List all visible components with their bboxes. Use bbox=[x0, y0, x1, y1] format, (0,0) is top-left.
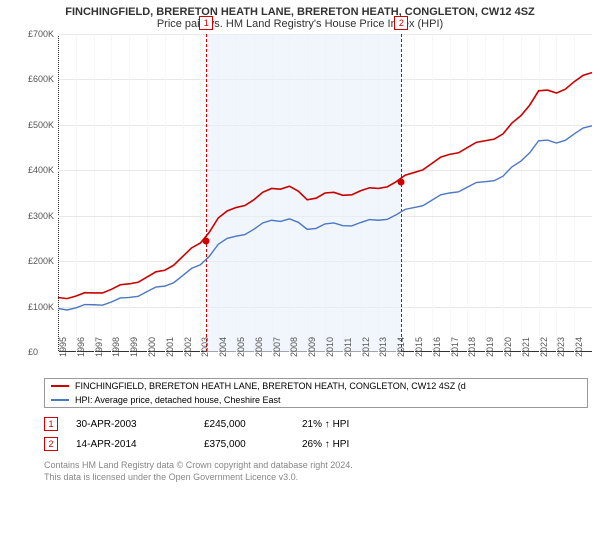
y-tick-label: £700K bbox=[28, 29, 54, 39]
event-date: 14-APR-2014 bbox=[76, 439, 186, 450]
plot-background: 12 bbox=[58, 34, 592, 352]
x-tick-label: 2016 bbox=[432, 337, 451, 357]
legend: FINCHINGFIELD, BRERETON HEATH LANE, BRER… bbox=[44, 378, 588, 408]
event-row: 2 14-APR-2014 £375,000 26% ↑ HPI bbox=[44, 434, 588, 454]
x-tick-label: 2002 bbox=[183, 337, 202, 357]
footer-line-1: Contains HM Land Registry data © Crown c… bbox=[44, 460, 588, 472]
y-tick-label: £400K bbox=[28, 165, 54, 175]
x-tick-label: 2022 bbox=[539, 337, 558, 357]
chart-title: FINCHINGFIELD, BRERETON HEATH LANE, BRER… bbox=[10, 6, 590, 18]
y-tick-label: £100K bbox=[28, 302, 54, 312]
y-tick-label: £300K bbox=[28, 211, 54, 221]
sale-point bbox=[203, 237, 210, 244]
x-tick-label: 2006 bbox=[254, 337, 273, 357]
x-tick-label: 2023 bbox=[556, 337, 575, 357]
event-index-icon: 2 bbox=[44, 437, 58, 451]
chart-container: FINCHINGFIELD, BRERETON HEATH LANE, BRER… bbox=[0, 0, 600, 560]
legend-label: HPI: Average price, detached house, Ches… bbox=[75, 395, 280, 405]
legend-label: FINCHINGFIELD, BRERETON HEATH LANE, BRER… bbox=[75, 381, 466, 391]
x-tick-label: 2014 bbox=[396, 337, 415, 357]
x-tick-label: 2004 bbox=[218, 337, 237, 357]
x-tick-label: 1999 bbox=[129, 337, 148, 357]
x-tick-label: 1997 bbox=[94, 337, 113, 357]
plot-area: £0£100K£200K£300K£400K£500K£600K£700K 12… bbox=[32, 34, 592, 374]
series-line-property bbox=[58, 73, 592, 299]
x-tick-label: 2024 bbox=[574, 337, 593, 357]
footer: Contains HM Land Registry data © Crown c… bbox=[44, 460, 588, 483]
x-tick-label: 2013 bbox=[378, 337, 397, 357]
x-tick-label: 2015 bbox=[414, 337, 433, 357]
x-tick-label: 2018 bbox=[467, 337, 486, 357]
event-index-marker: 2 bbox=[394, 16, 408, 30]
x-tick-label: 2008 bbox=[289, 337, 308, 357]
x-tick-label: 2017 bbox=[450, 337, 469, 357]
legend-swatch bbox=[51, 399, 69, 401]
event-delta: 26% ↑ HPI bbox=[302, 439, 349, 450]
x-tick-label: 2011 bbox=[343, 338, 362, 357]
x-tick-label: 2009 bbox=[307, 337, 326, 357]
event-date: 30-APR-2003 bbox=[76, 419, 186, 430]
x-tick-label: 2012 bbox=[361, 337, 380, 357]
legend-swatch bbox=[51, 385, 69, 387]
event-index-icon: 1 bbox=[44, 417, 58, 431]
sale-point bbox=[398, 178, 405, 185]
x-tick-label: 2007 bbox=[272, 337, 291, 357]
x-tick-label: 2020 bbox=[503, 337, 522, 357]
x-tick-label: 2021 bbox=[521, 337, 540, 357]
x-tick-label: 2019 bbox=[485, 337, 504, 357]
y-tick-label: £600K bbox=[28, 74, 54, 84]
legend-row: HPI: Average price, detached house, Ches… bbox=[45, 393, 587, 407]
x-tick-label: 1995 bbox=[58, 337, 77, 357]
legend-row: FINCHINGFIELD, BRERETON HEATH LANE, BRER… bbox=[45, 379, 587, 393]
chart-subtitle: Price paid vs. HM Land Registry's House … bbox=[10, 18, 590, 30]
y-tick-label: £500K bbox=[28, 120, 54, 130]
y-tick-label: £0 bbox=[28, 347, 38, 357]
event-price: £375,000 bbox=[204, 439, 284, 450]
y-tick-label: £200K bbox=[28, 256, 54, 266]
x-tick-label: 1996 bbox=[76, 337, 95, 357]
x-tick-label: 2003 bbox=[200, 337, 219, 357]
footer-line-2: This data is licensed under the Open Gov… bbox=[44, 472, 588, 484]
x-tick-label: 2005 bbox=[236, 337, 255, 357]
event-list: 1 30-APR-2003 £245,000 21% ↑ HPI 2 14-APR-201… bbox=[44, 414, 588, 454]
event-index-marker: 1 bbox=[199, 16, 213, 30]
x-tick-label: 2001 bbox=[165, 337, 184, 357]
event-row: 1 30-APR-2003 £245,000 21% ↑ HPI bbox=[44, 414, 588, 434]
event-delta: 21% ↑ HPI bbox=[302, 419, 349, 430]
x-tick-label: 2010 bbox=[325, 337, 344, 357]
event-price: £245,000 bbox=[204, 419, 284, 430]
x-tick-label: 1998 bbox=[111, 337, 130, 357]
x-tick-label: 2000 bbox=[147, 337, 166, 357]
